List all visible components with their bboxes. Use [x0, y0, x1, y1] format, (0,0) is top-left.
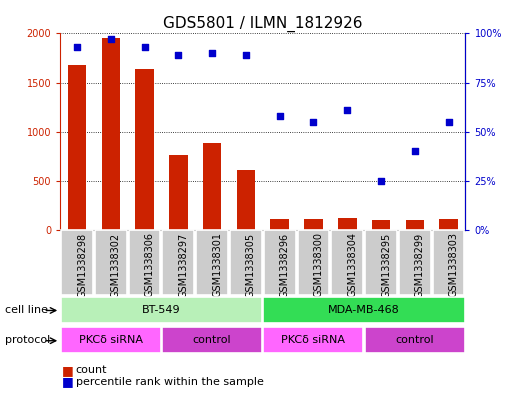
- Bar: [61, 297, 262, 323]
- Text: control: control: [395, 335, 434, 345]
- Bar: [270, 219, 289, 230]
- Bar: [68, 65, 86, 230]
- Bar: [163, 230, 194, 295]
- Text: BT-549: BT-549: [142, 305, 181, 315]
- Bar: [264, 327, 363, 353]
- Bar: [365, 327, 465, 353]
- Bar: [135, 69, 154, 230]
- Bar: [365, 230, 397, 295]
- Bar: [338, 218, 357, 230]
- Bar: [101, 38, 120, 230]
- Text: ■: ■: [62, 375, 73, 389]
- Bar: [405, 220, 424, 230]
- Point: [309, 119, 317, 125]
- Bar: [61, 230, 93, 295]
- Bar: [439, 219, 458, 230]
- Point: [242, 52, 250, 58]
- Text: percentile rank within the sample: percentile rank within the sample: [76, 377, 264, 387]
- Point: [140, 44, 149, 50]
- Text: GSM1338305: GSM1338305: [246, 233, 256, 298]
- Bar: [399, 230, 430, 295]
- Text: PKCδ siRNA: PKCδ siRNA: [79, 335, 143, 345]
- Bar: [298, 230, 329, 295]
- Point: [445, 119, 453, 125]
- Point: [411, 148, 419, 154]
- Title: GDS5801 / ILMN_1812926: GDS5801 / ILMN_1812926: [163, 16, 362, 32]
- Bar: [433, 230, 464, 295]
- Text: control: control: [193, 335, 232, 345]
- Text: GSM1338296: GSM1338296: [280, 233, 290, 298]
- Text: GSM1338306: GSM1338306: [144, 233, 155, 298]
- Bar: [169, 155, 188, 230]
- Text: GSM1338295: GSM1338295: [381, 233, 391, 298]
- Point: [174, 52, 183, 58]
- Bar: [372, 220, 390, 230]
- Bar: [129, 230, 161, 295]
- Bar: [162, 327, 262, 353]
- Bar: [61, 327, 161, 353]
- Text: GSM1338303: GSM1338303: [449, 233, 459, 298]
- Point: [73, 44, 81, 50]
- Bar: [196, 230, 228, 295]
- Text: GSM1338301: GSM1338301: [212, 233, 222, 298]
- Bar: [95, 230, 127, 295]
- Text: PKCδ siRNA: PKCδ siRNA: [281, 335, 346, 345]
- Text: cell line: cell line: [5, 305, 48, 315]
- Text: ■: ■: [62, 364, 73, 377]
- Bar: [304, 219, 323, 230]
- Point: [208, 50, 217, 56]
- Text: count: count: [76, 365, 107, 375]
- Text: GSM1338297: GSM1338297: [178, 233, 188, 298]
- Bar: [230, 230, 262, 295]
- Point: [107, 36, 115, 42]
- Bar: [264, 230, 295, 295]
- Text: GSM1338302: GSM1338302: [111, 233, 121, 298]
- Bar: [264, 297, 465, 323]
- Text: protocol: protocol: [5, 335, 51, 345]
- Bar: [236, 170, 255, 230]
- Bar: [203, 143, 221, 230]
- Bar: [332, 230, 363, 295]
- Point: [377, 178, 385, 184]
- Point: [276, 113, 284, 119]
- Text: GSM1338298: GSM1338298: [77, 233, 87, 298]
- Text: MDA-MB-468: MDA-MB-468: [328, 305, 400, 315]
- Text: GSM1338304: GSM1338304: [347, 233, 357, 298]
- Text: GSM1338300: GSM1338300: [313, 233, 323, 298]
- Point: [343, 107, 351, 113]
- Text: GSM1338299: GSM1338299: [415, 233, 425, 298]
